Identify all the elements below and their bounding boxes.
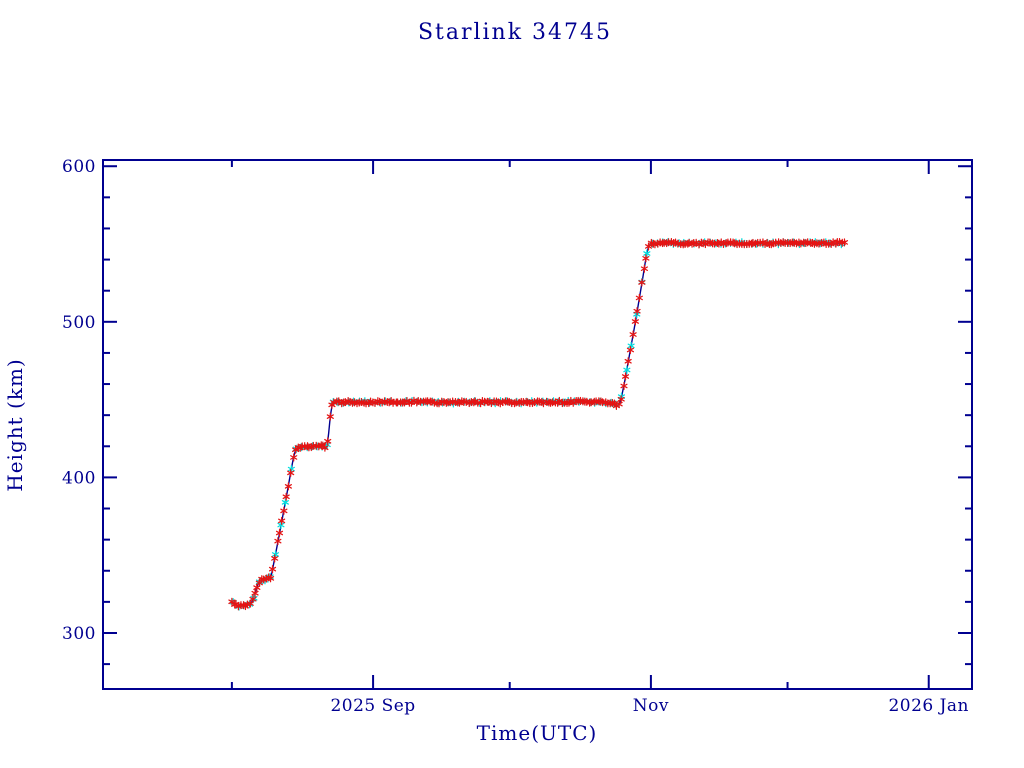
data-marker-asterisk: [281, 498, 289, 507]
y-tick-label: 300: [62, 624, 96, 644]
data-marker-asterisk: [274, 537, 282, 546]
data-marker-asterisk: [642, 254, 650, 263]
data-marker-asterisk: [280, 506, 288, 515]
data-marker-asterisk: [624, 357, 632, 366]
x-axis-label: Time(UTC): [477, 721, 598, 745]
y-tick-label: 600: [62, 157, 96, 177]
axis-ticks: [103, 160, 972, 689]
tick-labels: 300 400 500 600 2025 Sep Nov 2026 Jan: [62, 157, 969, 716]
data-marker-asterisk: [620, 381, 628, 390]
data-marker-asterisk: [643, 249, 651, 258]
y-axis-label: Height (km): [3, 358, 27, 491]
data-marker-asterisk: [629, 330, 637, 339]
data-marker-asterisk: [268, 565, 277, 574]
data-marker-asterisk: [623, 365, 631, 374]
plot-border: [102, 159, 973, 690]
data-marker-asterisk: [326, 412, 334, 421]
data-marker-asterisk: [631, 317, 639, 326]
data-marker-asterisk: [621, 372, 630, 381]
x-tick-label: 2025 Sep: [330, 696, 415, 716]
trajectory-line: [231, 242, 845, 607]
height-markers-red: [228, 238, 849, 611]
data-marker-asterisk: [282, 492, 290, 501]
plot-frame: [102, 159, 973, 690]
y-tick-label: 500: [62, 313, 96, 333]
chart-title: Starlink 34745: [418, 20, 612, 45]
height-markers-cyan: [229, 237, 845, 611]
data-marker-asterisk: [635, 293, 643, 302]
x-tick-label: Nov: [633, 696, 669, 716]
trajectory-path: [231, 242, 845, 607]
y-tick-label: 400: [62, 468, 96, 488]
x-tick-label: 2026 Jan: [888, 696, 969, 716]
data-marker-asterisk: [275, 528, 284, 538]
data-marker-asterisk: [284, 482, 292, 491]
data-marker-asterisk: [290, 453, 298, 462]
data-marker-asterisk: [640, 264, 648, 273]
